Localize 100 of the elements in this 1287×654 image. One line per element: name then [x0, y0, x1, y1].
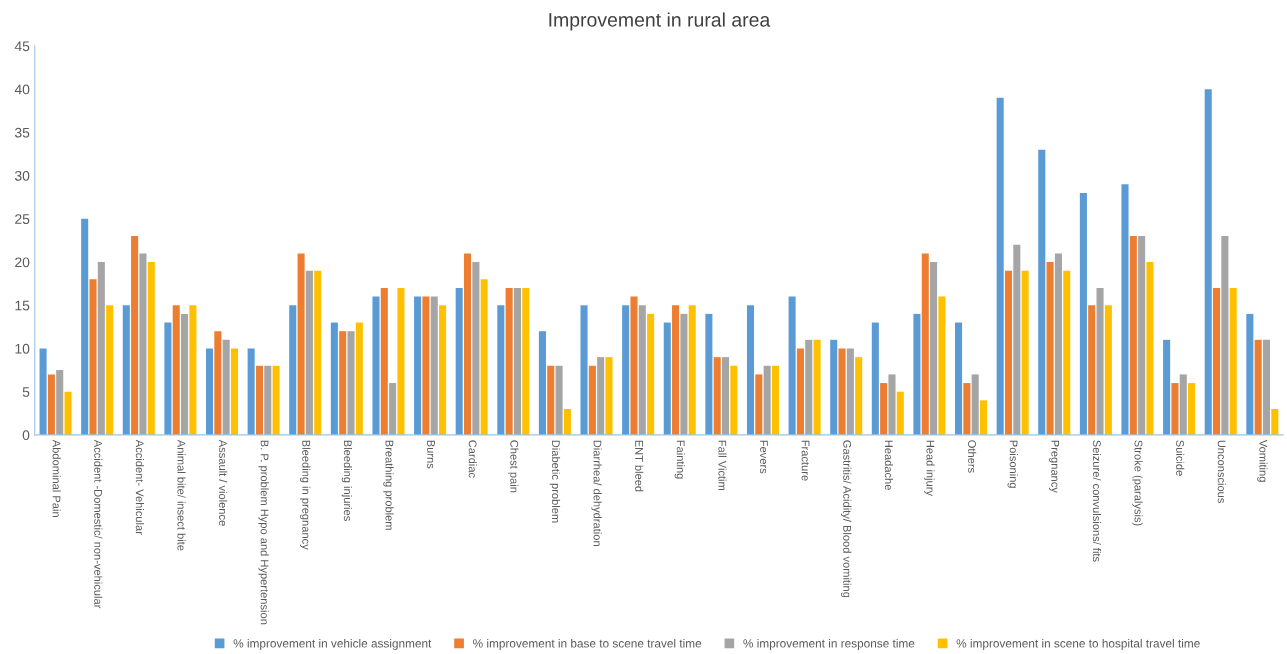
- bar: [705, 313, 713, 435]
- x-tick-label: Fall Victim: [718, 440, 727, 491]
- x-tick-label: Seizure/ convulsions/ fits: [1092, 440, 1102, 562]
- bar: [871, 322, 879, 435]
- bar: [164, 322, 172, 435]
- bar: [439, 305, 447, 435]
- bar: [597, 357, 605, 435]
- bar: [1213, 287, 1221, 435]
- bar: [838, 348, 846, 435]
- bar: [830, 339, 838, 435]
- bar: [330, 322, 338, 435]
- x-tick-label: Burns: [427, 440, 435, 469]
- legend-label: % improvement in base to scene travel time: [473, 638, 702, 650]
- x-tick-label: Animal bite/ insect bite: [177, 439, 186, 551]
- bar: [888, 374, 896, 435]
- x-tick-label: Fracture: [801, 440, 810, 481]
- y-tick-label: 45: [14, 41, 30, 52]
- bar: [305, 270, 313, 435]
- bar: [222, 339, 230, 435]
- legend-label: % improvement in vehicle assignment: [233, 638, 432, 650]
- bar: [1088, 305, 1096, 435]
- bar: [513, 287, 521, 435]
- bar: [805, 339, 813, 435]
- x-tick-label: Poisoning: [1007, 440, 1018, 488]
- y-tick-label: 25: [15, 214, 30, 224]
- bar: [1138, 236, 1146, 435]
- bar: [1262, 339, 1271, 435]
- y-tick-label: 5: [22, 387, 30, 397]
- bar: [813, 339, 821, 435]
- bar: [921, 253, 929, 435]
- bar: [264, 365, 272, 435]
- bar: [314, 270, 322, 435]
- x-tick-label: Headache: [884, 440, 893, 490]
- bar: [971, 374, 979, 435]
- bar: [380, 287, 388, 435]
- bar: [580, 305, 588, 435]
- x-tick-label: Pregnancy: [1049, 440, 1060, 493]
- bar: [588, 365, 596, 435]
- bar: [730, 365, 738, 435]
- bar: [763, 365, 771, 435]
- bar: [463, 253, 472, 435]
- x-tick-label: Head injury: [924, 440, 935, 496]
- bar: [355, 322, 363, 435]
- bar: [996, 97, 1004, 435]
- bar: [1038, 149, 1046, 435]
- bar: [855, 357, 863, 435]
- bar: [1104, 305, 1112, 435]
- bar: [1004, 270, 1013, 435]
- x-tick-label: Abdominal Pain: [52, 439, 61, 517]
- x-tick-label: Vomiting: [1257, 439, 1268, 482]
- bar: [397, 287, 405, 435]
- bar: [938, 296, 946, 435]
- bar: [214, 331, 222, 435]
- bar: [1271, 408, 1279, 435]
- bar: [1229, 287, 1237, 435]
- bar: [1179, 374, 1187, 435]
- y-tick-label: 10: [15, 343, 30, 354]
- bar: [630, 296, 638, 435]
- legend-label: % improvement in scene to hospital travel time: [956, 638, 1200, 650]
- legend-label: % improvement in response time: [743, 638, 915, 650]
- bar: [1163, 339, 1171, 435]
- bar: [721, 357, 730, 435]
- bar: [255, 365, 263, 435]
- bar: [963, 383, 971, 435]
- bar: [680, 313, 688, 435]
- bar: [746, 305, 755, 435]
- bar: [1054, 253, 1062, 435]
- bar: [880, 383, 888, 435]
- bar: [106, 305, 114, 435]
- bar: [688, 305, 696, 435]
- bar: [713, 357, 721, 435]
- bar: [1129, 236, 1137, 435]
- bar: [64, 391, 72, 435]
- bar: [122, 305, 130, 435]
- bar: [205, 348, 214, 435]
- bar: [497, 305, 505, 435]
- bar: [538, 331, 546, 435]
- bar: [1063, 270, 1071, 435]
- x-tick-label: B. P. problem Hypo and Hypertension: [258, 440, 269, 625]
- y-tick-label: 35: [14, 127, 30, 138]
- x-tick-label: Unconscious: [1217, 440, 1226, 503]
- x-tick-label: Assault / violence: [219, 439, 228, 526]
- bar: [1254, 339, 1262, 435]
- bar: [272, 365, 280, 435]
- x-tick-label: Bleeding in pregnancy: [300, 440, 311, 550]
- x-tick-label: Accident -Domestic/ non-vehicular: [94, 439, 103, 609]
- bar: [430, 296, 438, 435]
- y-tick-label: 40: [14, 84, 30, 95]
- bar: [505, 287, 513, 435]
- bar: [139, 253, 147, 435]
- bar: [1046, 262, 1054, 435]
- bar: [672, 305, 680, 435]
- y-tick-label: 0: [22, 430, 30, 441]
- bar: [414, 296, 422, 435]
- y-tick-label: 15: [15, 300, 30, 311]
- bar: [89, 279, 97, 435]
- bar: [297, 253, 305, 435]
- x-tick-label: Stroke (paralysis): [1132, 440, 1143, 526]
- bar: [472, 262, 480, 435]
- bar: [339, 331, 347, 435]
